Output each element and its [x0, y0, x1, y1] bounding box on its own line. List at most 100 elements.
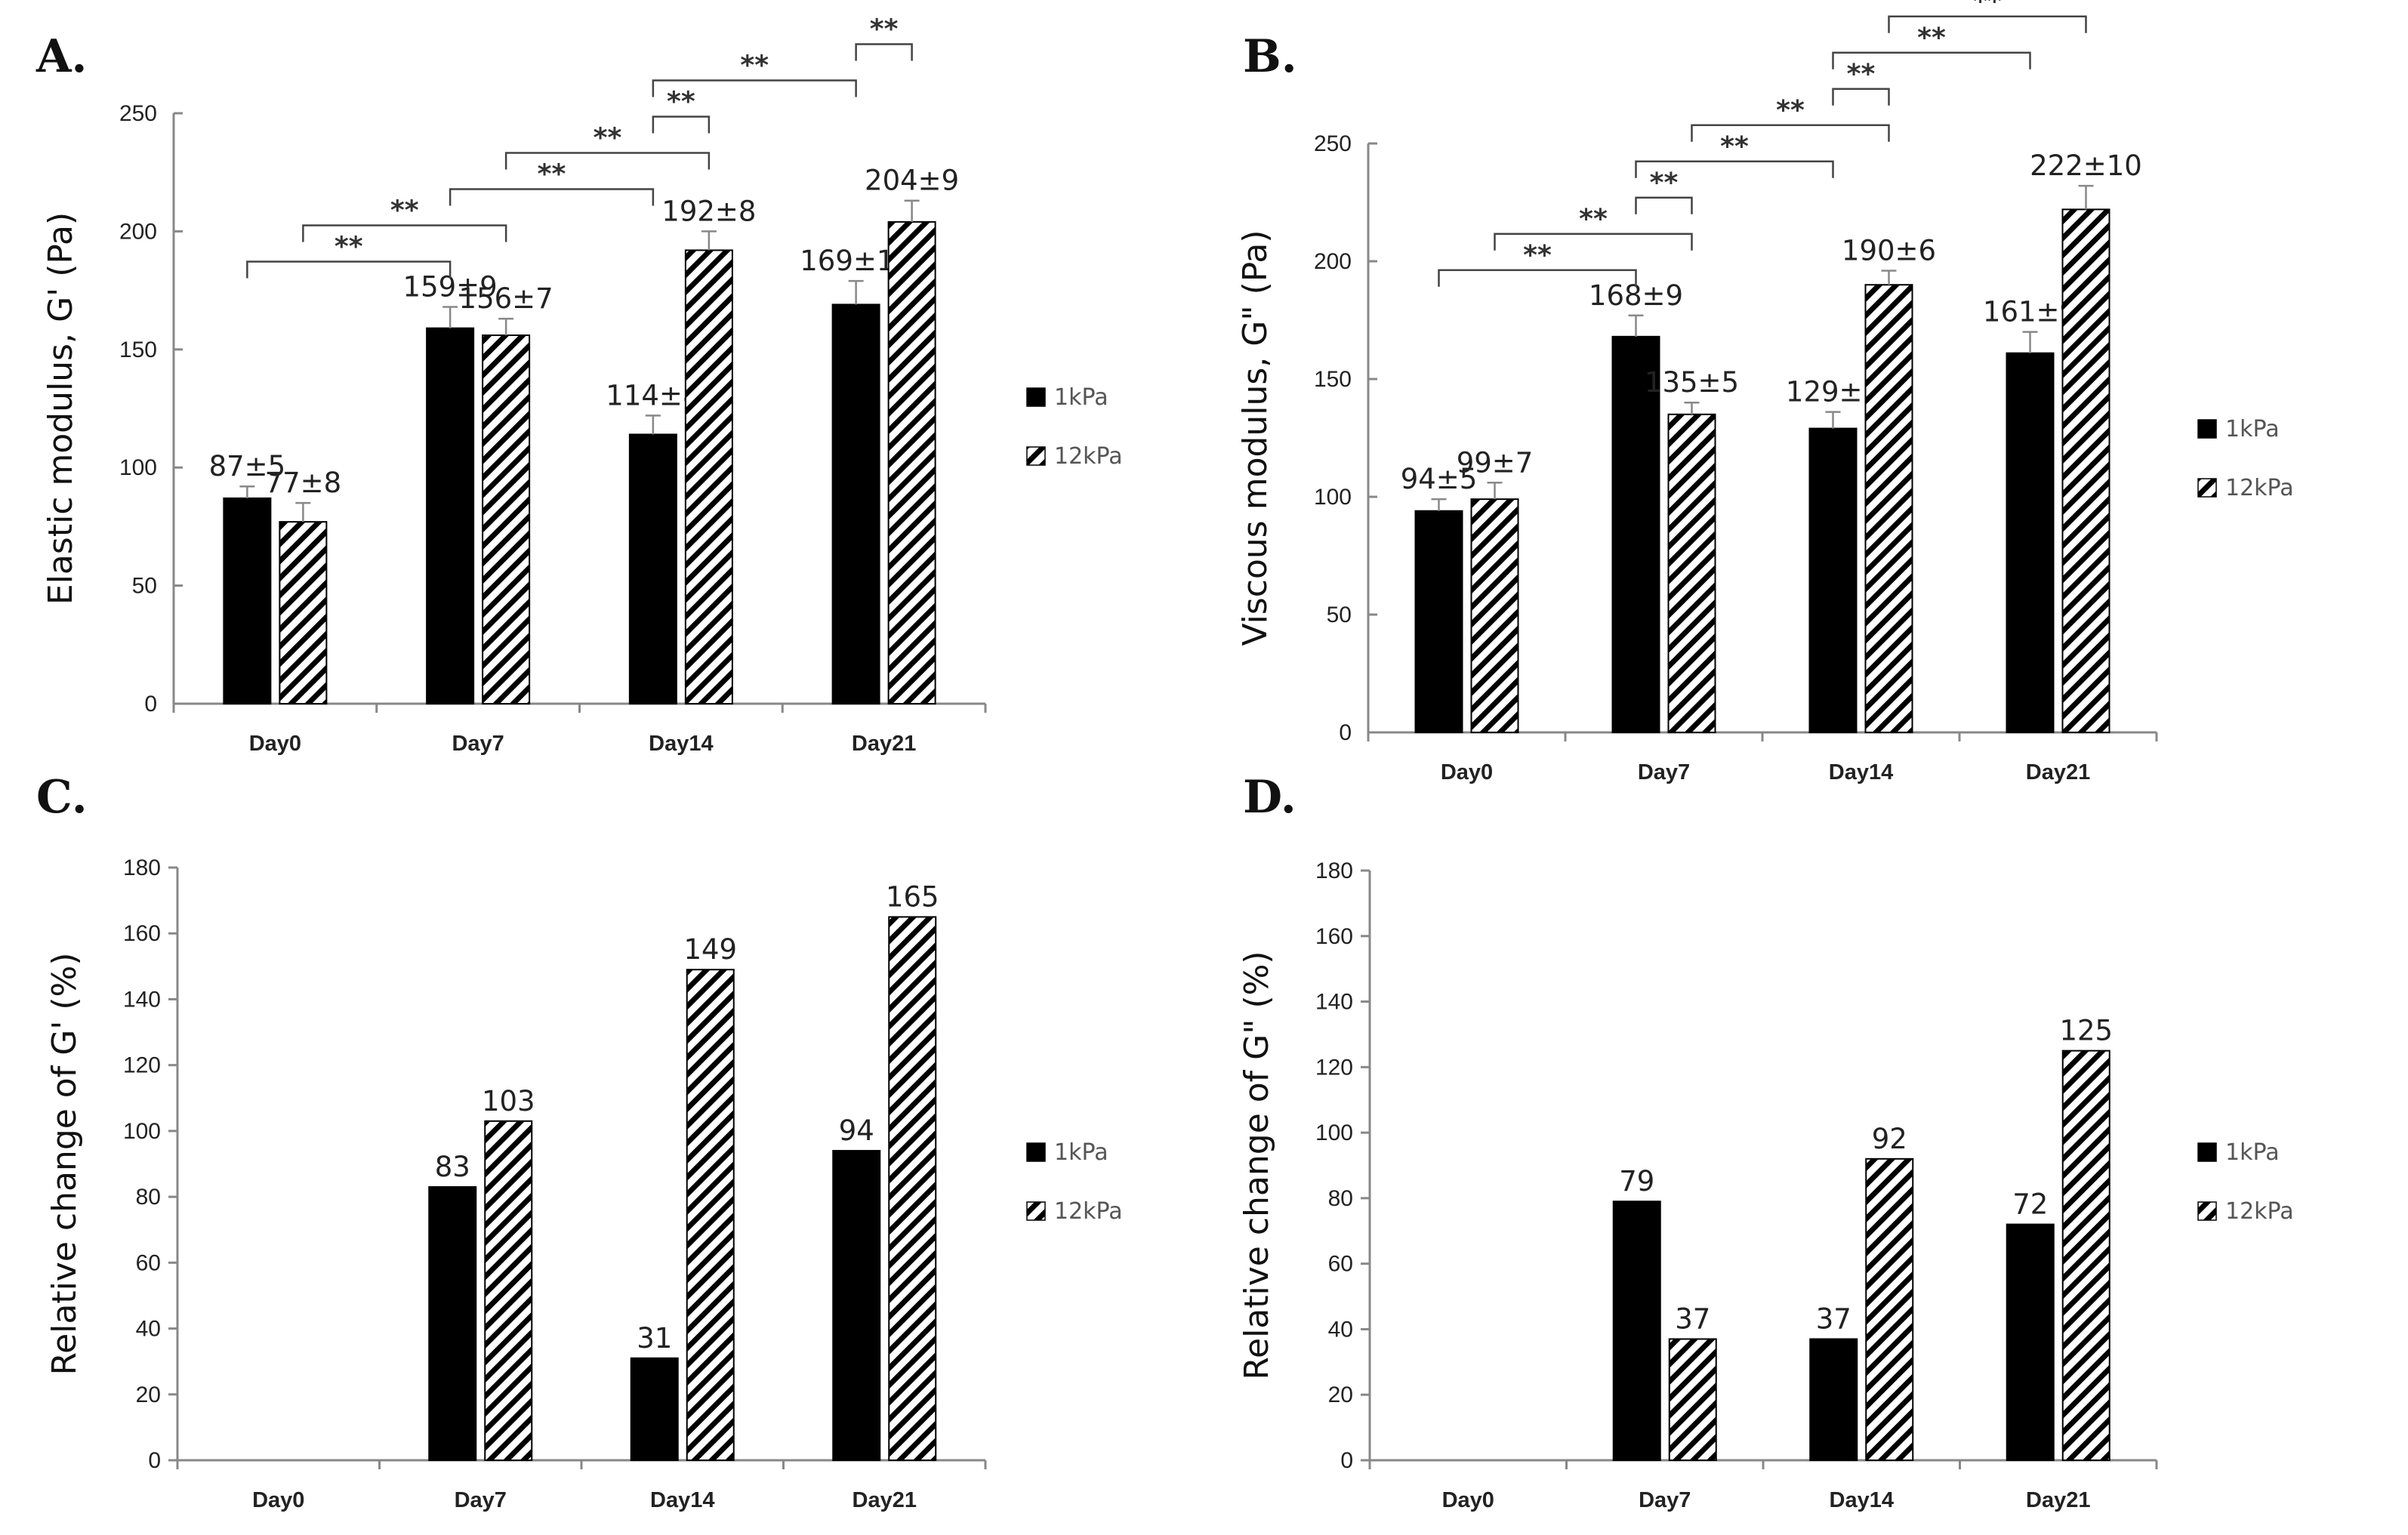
y-tick-label: 0: [1339, 720, 1352, 745]
x-tick-label: Day0: [1442, 1488, 1494, 1512]
x-tick-label: Day7: [455, 1488, 507, 1512]
bar-b-1kpa-day0: [1414, 510, 1463, 733]
legend-label-12kpa: 12kPa: [2225, 1198, 2294, 1225]
x-tick-label: Day0: [1441, 760, 1493, 784]
x-tick-label: Day14: [1829, 760, 1893, 784]
legend-swatch-1kpa: [2197, 1142, 2217, 1162]
panel-label: C.: [36, 771, 88, 824]
data-label: 72: [2012, 1188, 2048, 1221]
x-tick-label: Day0: [252, 1488, 304, 1512]
bar-a-12kpa-day14: [684, 249, 733, 704]
y-tick-label: 40: [136, 1317, 161, 1342]
chart-d-svg: D. 0 20 40 60 80 100 120 140 160 180 Day0 Day7 Day14 D…: [1238, 771, 2294, 1512]
significance-stars: **: [335, 231, 363, 262]
data-label: 92: [1872, 1123, 1907, 1155]
bar-d-1kpa-day7: [1612, 1201, 1661, 1461]
chart-panel-a: A. 0 50 100 150 200 250 Day0 Day7 Day14 Day21 Elast…: [0, 0, 1204, 767]
y-tick-label: 180: [1315, 858, 1353, 883]
bar-d-12kpa-day14: [1865, 1157, 1914, 1461]
bar-c-12kpa-day21: [888, 916, 937, 1461]
x-tick-label: Day21: [2026, 760, 2090, 784]
bar-a-12kpa-day0: [279, 521, 328, 704]
significance-bracket: [302, 224, 507, 242]
data-label: 129±7: [1786, 376, 1880, 408]
data-label: 31: [637, 1322, 672, 1355]
significance-stars: **: [1776, 95, 1805, 126]
y-tick-label: 0: [1340, 1448, 1353, 1473]
y-tick-label: 100: [1314, 485, 1352, 510]
significance-stars: **: [870, 14, 899, 45]
data-label: 77±8: [265, 467, 342, 499]
significance-stars: **: [1917, 23, 1946, 54]
data-label: 222±10: [2030, 149, 2142, 182]
bar-b-12kpa-day0: [1470, 498, 1519, 733]
bar-d-1kpa-day14: [1809, 1338, 1858, 1462]
x-tick-label: Day14: [649, 732, 713, 756]
x-tick-label: Day7: [452, 732, 504, 756]
y-tick-label: 100: [1315, 1120, 1353, 1145]
y-axis-title: Relative change of G' (%): [45, 952, 84, 1375]
y-tick-label: 180: [123, 855, 161, 880]
y-tick-label: 200: [119, 219, 157, 244]
data-label: 165: [886, 880, 939, 913]
panel-label: D.: [1243, 771, 1296, 824]
chart-panel-b: B. 0 50 100 150 200 250 Day0 Day7 Day14 Day21 Visco…: [1204, 0, 2407, 784]
legend-label-12kpa: 12kPa: [1054, 1198, 1123, 1225]
y-tick-label: 20: [136, 1382, 161, 1407]
data-label: 149: [683, 933, 737, 966]
x-tick-label: Day14: [1830, 1488, 1894, 1512]
data-label: 94±5: [1401, 463, 1478, 495]
data-label: 37: [1675, 1302, 1710, 1335]
significance-stars: **: [1847, 59, 1876, 90]
legend-label-1kpa: 1kPa: [2225, 1139, 2280, 1166]
y-tick-label: 150: [1314, 367, 1352, 392]
data-label: 103: [482, 1085, 535, 1117]
significance-bracket: [1635, 160, 1834, 178]
legend-swatch-1kpa: [1026, 1142, 1046, 1162]
significance-bracket: [1438, 269, 1637, 287]
significance-bracket: [652, 116, 711, 134]
y-tick-label: 50: [132, 574, 157, 599]
bar-b-1kpa-day21: [2006, 352, 2055, 733]
significance-bracket: [1832, 88, 1890, 106]
significance-bracket: [449, 188, 655, 206]
y-tick-label: 100: [123, 1119, 161, 1144]
chart-a-svg: A. 0 50 100 150 200 250 Day0 Day7 Day14 Day21 Elast…: [35, 14, 1123, 756]
data-label: 135±5: [1645, 366, 1739, 399]
data-label: 204±9: [865, 165, 959, 197]
y-tick-label: 140: [123, 987, 161, 1012]
bar-a-1kpa-day14: [628, 433, 677, 705]
legend-swatch-1kpa: [2197, 419, 2217, 439]
significance-stars: **: [1650, 168, 1679, 199]
y-tick-label: 120: [123, 1053, 161, 1078]
data-label: 99±7: [1457, 446, 1534, 479]
data-label: 156±7: [459, 282, 553, 315]
bar-b-12kpa-day21: [2061, 208, 2110, 733]
y-tick-label: 40: [1328, 1317, 1353, 1342]
y-tick-label: 80: [1328, 1186, 1353, 1211]
significance-stars: **: [667, 86, 695, 117]
bar-c-12kpa-day14: [686, 969, 735, 1461]
legend-label-12kpa: 12kPa: [2225, 475, 2294, 501]
y-tick-label: 0: [148, 1448, 161, 1473]
y-tick-label: 60: [136, 1250, 161, 1275]
panel-label: B.: [1243, 30, 1297, 83]
legend-label-1kpa: 1kPa: [1054, 384, 1108, 411]
y-tick-label: 200: [1314, 249, 1352, 274]
data-label: 37: [1816, 1302, 1851, 1335]
bar-d-1kpa-day21: [2006, 1223, 2055, 1461]
legend-swatch-1kpa: [1026, 387, 1046, 407]
bar-b-12kpa-day14: [1864, 284, 1913, 733]
chart-panel-d: D. 0 20 40 60 80 100 120 140 160 180 Day0 Day7 Day14 D…: [1204, 767, 2407, 1534]
x-tick-label: Day7: [1639, 1488, 1691, 1512]
y-tick-label: 60: [1328, 1252, 1353, 1277]
significance-bracket: [504, 152, 711, 170]
data-label: 83: [435, 1151, 470, 1183]
significance-stars: **: [1720, 131, 1749, 162]
legend-swatch-12kpa: [2197, 478, 2217, 498]
data-label: 79: [1619, 1165, 1654, 1197]
significance-bracket: [1691, 124, 1890, 142]
bar-d-12kpa-day7: [1668, 1338, 1717, 1462]
significance-stars: **: [538, 159, 566, 190]
bar-c-1kpa-day7: [428, 1186, 477, 1461]
